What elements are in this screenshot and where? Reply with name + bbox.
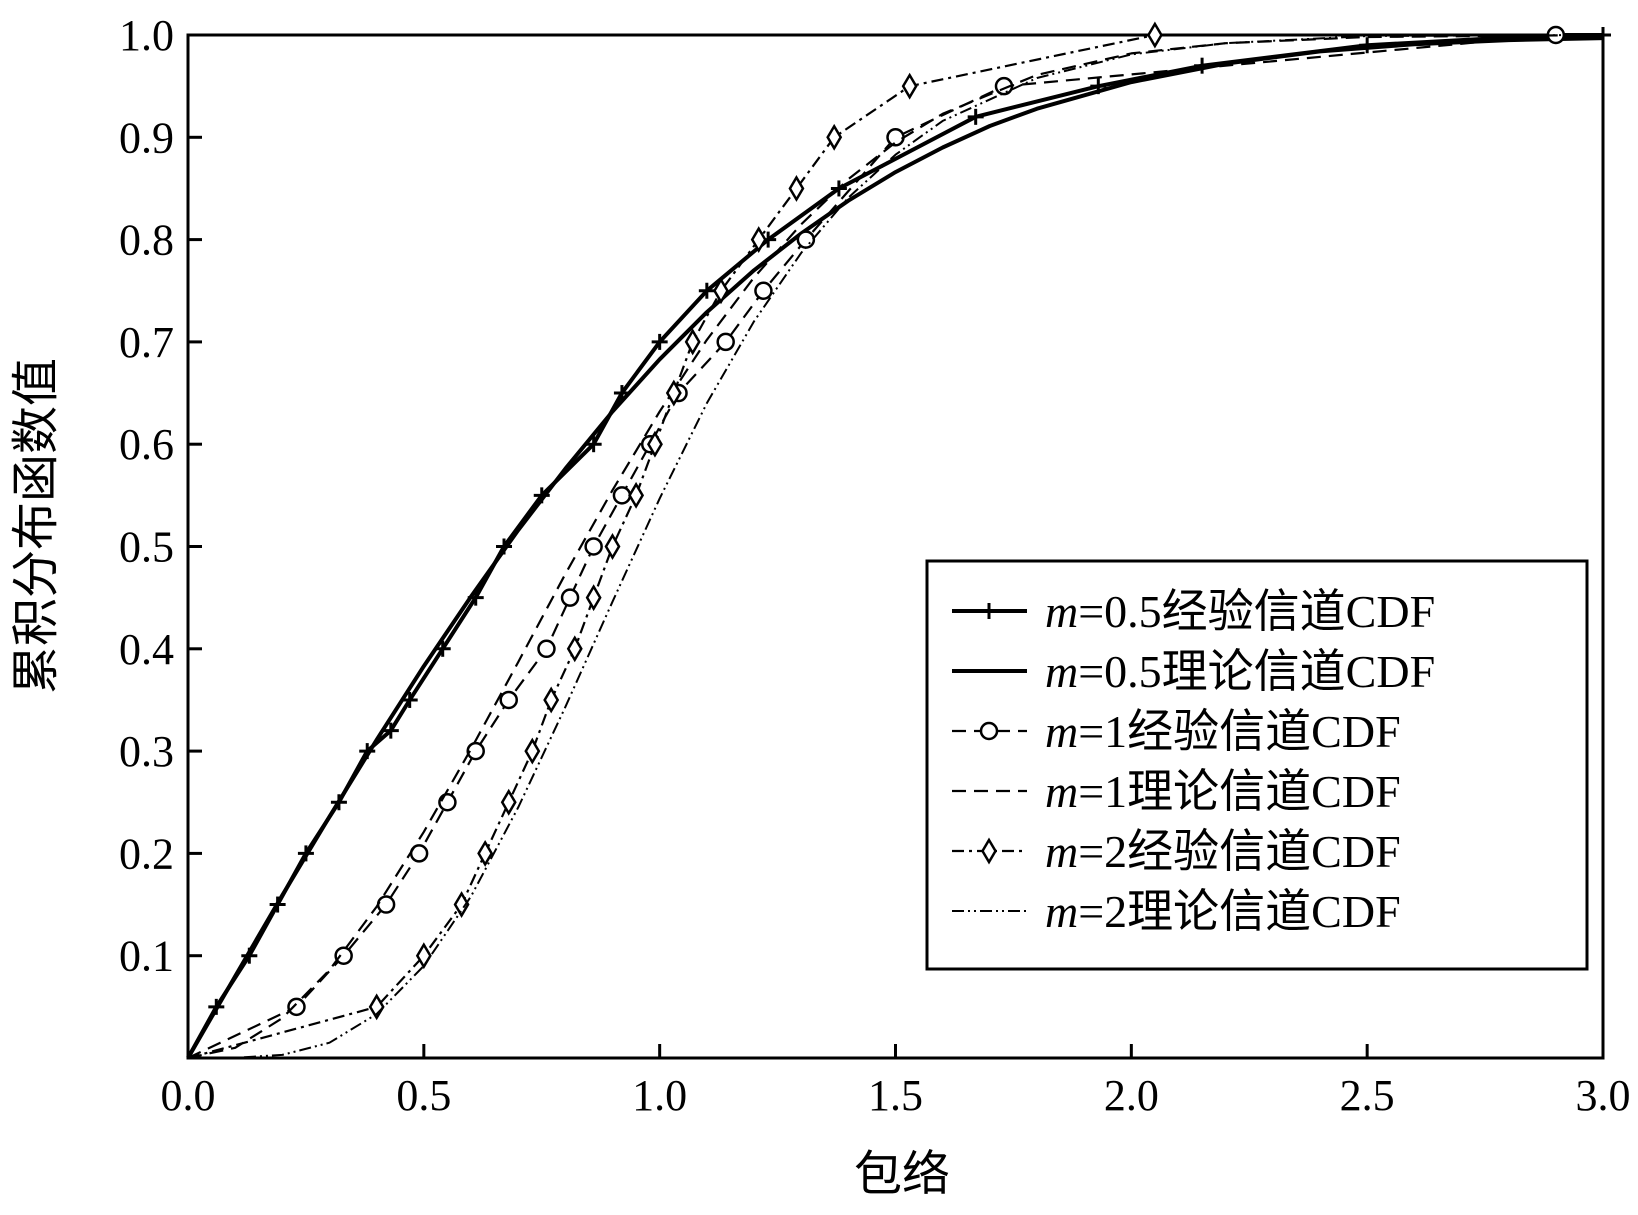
series-marker bbox=[967, 108, 984, 125]
series-marker bbox=[543, 686, 560, 714]
series-marker bbox=[1359, 37, 1376, 54]
legend-entry: m=2理论信道CDF bbox=[952, 886, 1401, 937]
series-marker bbox=[788, 174, 805, 202]
legend-entry: m=0.5经验信道CDF bbox=[952, 586, 1435, 637]
series-marker bbox=[368, 993, 385, 1021]
series-line bbox=[186, 36, 1604, 1059]
legend-entry: m=1理论信道CDF bbox=[952, 766, 1401, 817]
series-4 bbox=[187, 33, 1604, 1060]
y-tick-label: 0.2 bbox=[119, 829, 174, 878]
series-6 bbox=[187, 34, 1604, 1059]
series-marker bbox=[604, 533, 621, 560]
series-marker bbox=[826, 123, 843, 151]
series-marker bbox=[612, 486, 632, 505]
x-axis-ticks: 0.0 0.5 1.0 1.5 2.0 2.5 3.0 bbox=[161, 1044, 1631, 1120]
series-line bbox=[187, 33, 1556, 1059]
series-marker bbox=[698, 282, 715, 299]
series-marker bbox=[886, 128, 905, 147]
series-marker bbox=[500, 788, 517, 816]
series-marker bbox=[713, 277, 729, 305]
series-marker bbox=[524, 737, 541, 765]
series-marker bbox=[646, 430, 663, 458]
series-5 bbox=[187, 21, 1163, 1060]
series-marker bbox=[684, 328, 701, 356]
y-tick-label: 0.7 bbox=[119, 318, 174, 367]
series-2 bbox=[186, 36, 1604, 1059]
series-marker bbox=[1146, 21, 1163, 49]
x-axis-title: 包络 bbox=[854, 1146, 950, 1202]
series-marker bbox=[376, 895, 396, 914]
legend-marker-sample bbox=[979, 721, 999, 741]
series-marker bbox=[585, 584, 602, 612]
series-marker bbox=[651, 333, 668, 350]
series-marker bbox=[560, 588, 580, 607]
series-marker bbox=[287, 997, 306, 1017]
series-line bbox=[187, 33, 1604, 1060]
series-marker bbox=[585, 436, 602, 453]
y-tick-label: 0.8 bbox=[119, 216, 174, 265]
series-marker bbox=[716, 332, 735, 352]
legend: m=0.5经验信道CDF m=0.5理论信道CDF m=1经验信道CDF m=1理论信… bbox=[925, 559, 1589, 971]
series-marker bbox=[499, 690, 518, 710]
y-tick-label: 0.4 bbox=[119, 625, 174, 674]
y-tick-label: 0.5 bbox=[119, 523, 174, 572]
legend-label: m=1理论信道CDF bbox=[1045, 766, 1401, 817]
x-tick-label: 0.0 bbox=[161, 1071, 216, 1120]
y-tick-label: 1.0 bbox=[119, 11, 174, 60]
legend-entry: m=0.5理论信道CDF bbox=[952, 646, 1435, 697]
y-tick-label: 0.3 bbox=[119, 727, 174, 776]
series-marker bbox=[750, 226, 767, 254]
series-marker bbox=[466, 741, 485, 761]
series-marker bbox=[382, 722, 399, 739]
legend-label: m=0.5理论信道CDF bbox=[1045, 646, 1435, 697]
series-line bbox=[187, 34, 1604, 1059]
legend-label: m=0.5经验信道CDF bbox=[1045, 586, 1435, 637]
x-tick-label: 2.0 bbox=[1104, 1071, 1159, 1120]
legend-label: m=1经验信道CDF bbox=[1045, 706, 1401, 757]
series-marker bbox=[477, 839, 494, 867]
series-marker bbox=[754, 281, 773, 300]
legend-marker-sample bbox=[981, 603, 997, 619]
x-tick-label: 1.5 bbox=[868, 1071, 923, 1120]
series-marker bbox=[415, 942, 432, 970]
legend-label: m=2理论信道CDF bbox=[1045, 886, 1401, 937]
y-axis-title: 累积分布函数值 bbox=[8, 358, 64, 694]
series-marker bbox=[796, 230, 816, 249]
series-marker bbox=[566, 635, 583, 663]
series-marker bbox=[628, 481, 645, 509]
x-tick-label: 1.0 bbox=[632, 1071, 687, 1120]
x-tick-label: 3.0 bbox=[1576, 1071, 1631, 1120]
series-marker bbox=[537, 639, 556, 659]
legend-marker-sample bbox=[981, 837, 997, 865]
legend-frame bbox=[925, 559, 1589, 971]
series-marker bbox=[453, 891, 470, 919]
x-tick-label: 0.5 bbox=[396, 1071, 451, 1120]
y-axis-ticks: 0.1 0.2 0.3 0.4 0.5 0.6 0.7 0.8 0.9 1.0 bbox=[119, 11, 202, 981]
x-tick-label: 2.5 bbox=[1340, 1071, 1395, 1120]
series-layer bbox=[186, 21, 1611, 1060]
series-marker bbox=[901, 72, 918, 100]
y-tick-label: 0.9 bbox=[119, 113, 174, 162]
legend-label: m=2经验信道CDF bbox=[1045, 826, 1401, 877]
series-marker bbox=[584, 537, 603, 556]
y-tick-label: 0.1 bbox=[119, 932, 174, 981]
y-tick-label: 0.6 bbox=[119, 420, 174, 469]
series-marker bbox=[665, 379, 682, 407]
series-marker bbox=[438, 793, 457, 812]
legend-entry: m=2经验信道CDF bbox=[952, 826, 1401, 877]
legend-entry: m=1经验信道CDF bbox=[952, 706, 1401, 757]
series-marker bbox=[334, 946, 353, 965]
